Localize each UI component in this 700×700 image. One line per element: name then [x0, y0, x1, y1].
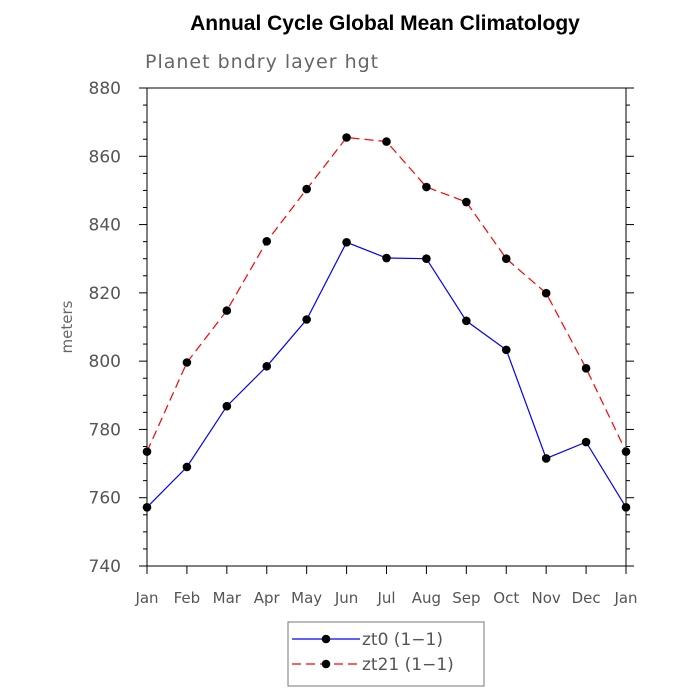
data-point	[541, 454, 551, 463]
x-tick-label: Mar	[213, 589, 242, 607]
x-tick-label: Jan	[134, 589, 158, 607]
data-point	[501, 345, 511, 355]
y-tick-label: 880	[89, 79, 121, 99]
x-tick-label: Dec	[572, 589, 601, 607]
chart-title: Annual Cycle Global Mean Climatology	[190, 12, 580, 35]
data-point	[422, 182, 431, 192]
data-point	[182, 358, 192, 367]
data-point	[222, 401, 232, 411]
data-point	[382, 137, 391, 146]
y-tick-label: 780	[89, 420, 121, 440]
data-point	[142, 502, 152, 512]
data-point	[302, 184, 311, 194]
y-tick-label: 760	[89, 489, 121, 509]
x-tick-label: Feb	[174, 589, 201, 607]
x-tick-label: Sep	[452, 589, 480, 607]
data-point	[621, 502, 631, 512]
y-axis-label: meters	[58, 300, 76, 353]
data-point	[262, 361, 272, 371]
data-point	[581, 437, 591, 447]
x-tick-label: Oct	[493, 589, 519, 607]
x-tick-label: Aug	[412, 589, 441, 607]
data-point	[342, 238, 351, 247]
data-point	[342, 133, 351, 142]
data-point	[581, 364, 591, 373]
data-point	[222, 306, 232, 315]
x-tick-label: Jun	[334, 589, 358, 607]
legend-box	[287, 621, 485, 687]
legend-label-1: zt0 (1−1)	[362, 630, 443, 650]
x-axis: Jan Feb Mar Apr May Jun Jul Aug Sep Oct Nov Dec Jan	[134, 566, 638, 607]
x-tick-label: May	[291, 589, 322, 607]
y-tick-label: 800	[89, 352, 121, 372]
y-tick-label: 740	[89, 557, 121, 577]
x-tick-label: Jan	[613, 589, 637, 607]
plot-frame	[146, 87, 627, 567]
y-tick-label: 820	[89, 284, 121, 304]
x-tick-label: Jul	[376, 589, 395, 607]
data-point	[382, 253, 391, 263]
data-point	[462, 197, 471, 207]
series-line-2	[146, 136, 627, 452]
legend-marker	[321, 659, 331, 669]
x-tick-label: Apr	[254, 589, 281, 607]
x-tick-label: Nov	[532, 589, 561, 607]
legend-marker	[321, 634, 331, 644]
legend-label-2: zt21 (1−1)	[362, 655, 454, 675]
data-point	[302, 315, 311, 324]
data-point	[142, 447, 152, 456]
data-point	[462, 316, 471, 326]
plot-area	[142, 133, 631, 512]
y-axis: 740 760 780 800 820 840 860 880	[89, 79, 634, 577]
y-tick-label: 840	[89, 216, 121, 236]
data-point	[621, 447, 631, 456]
y-tick-label: 860	[89, 147, 121, 167]
data-point	[262, 237, 272, 246]
data-point	[422, 254, 431, 264]
data-point	[182, 462, 192, 472]
series-line-1	[146, 241, 627, 508]
chart-subtitle: Planet bndry layer hgt	[145, 51, 379, 73]
data-point	[501, 254, 511, 264]
legend: zt0 (1−1) zt21 (1−1)	[287, 621, 485, 687]
data-point	[541, 288, 551, 298]
